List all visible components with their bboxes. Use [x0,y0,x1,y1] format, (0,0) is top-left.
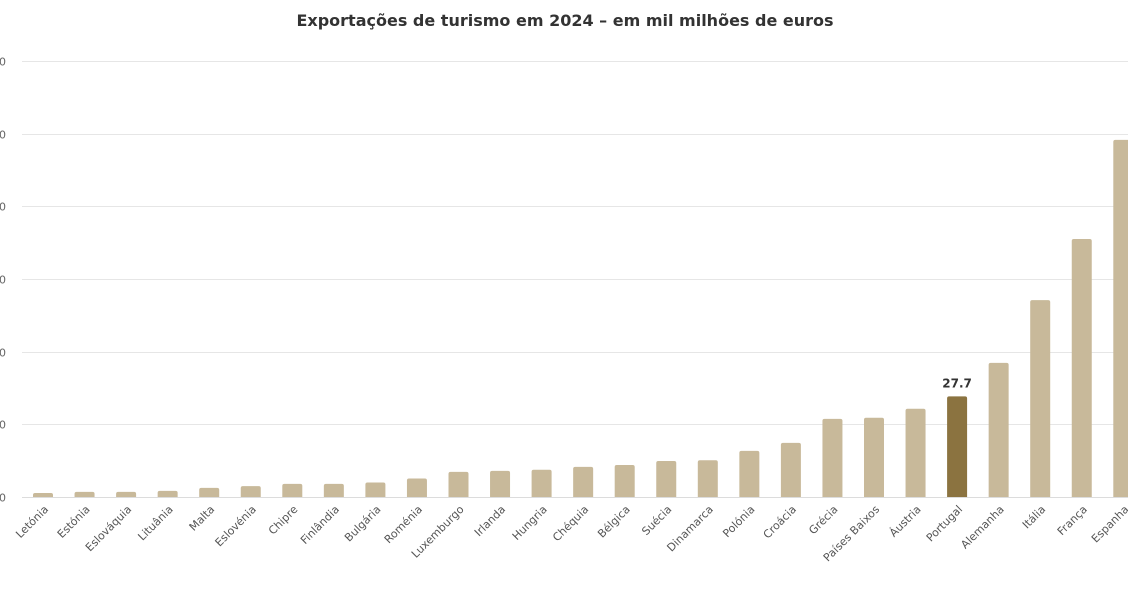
bar-frança[interactable] [1071,239,1092,498]
x-tick-label: Eslovénia [213,503,259,549]
x-tick-label: Alemanha [958,503,1006,551]
bar-malta[interactable] [199,487,220,497]
y-tick-label: 0 [0,492,6,505]
y-tick-label: 100 [0,129,6,142]
bar-grécia[interactable] [822,418,843,497]
bar-irlanda[interactable] [490,470,511,497]
x-tick-label: Portugal [924,503,965,544]
y-tick-label: 80 [0,201,6,214]
bar-suécia[interactable] [656,461,677,497]
bar-chipre[interactable] [282,483,303,497]
data-label: 27.7 [942,376,972,390]
x-tick-label: Chéquia [550,503,591,544]
x-tick-label: Áustria [887,503,924,540]
bar-croácia[interactable] [780,442,801,497]
bar-dinamarca[interactable] [697,460,718,497]
x-tick-label: Grécia [806,503,840,537]
gridlines [22,61,1128,498]
x-tick-label: Roménia [382,503,425,546]
y-tick-label: 120 [0,56,6,69]
x-tick-label: Bélgica [595,503,633,541]
y-tick-label: 20 [0,419,6,432]
bar-bélgica[interactable] [614,465,635,497]
bar-hungria[interactable] [531,469,552,497]
x-tick-label: Croácia [761,503,799,541]
bar-roménia[interactable] [406,478,427,497]
bar-eslováquia[interactable] [116,491,137,497]
bar-países-baixos[interactable] [864,417,884,497]
bar-finlândia[interactable] [323,483,344,497]
bar-polónia[interactable] [739,450,760,497]
x-tick-label: Chipre [266,503,301,538]
x-tick-label: Finlândia [298,503,342,547]
x-tick-label: França [1055,503,1090,538]
bar-luxemburgo[interactable] [448,471,469,497]
bar-alemanha[interactable] [988,362,1009,497]
x-tick-label: Letónia [13,503,51,541]
x-tick-label: Malta [187,503,218,534]
bar-áustria[interactable] [905,408,926,497]
bar-espanha[interactable] [1113,139,1128,497]
x-tick-label: Espanha [1089,503,1128,545]
x-tick-label: Polónia [720,503,757,540]
data-labels: 27.7 [942,376,972,390]
x-tick-label: Estónia [55,503,93,541]
bar-chéquia[interactable] [573,466,594,497]
y-tick-label: 40 [0,347,6,360]
bar-itália[interactable] [1030,300,1051,497]
bar-portugal[interactable] [947,396,968,497]
y-axis-ticks: 0 20 40 60 80 100 120 [0,56,6,505]
x-tick-label: Hungria [510,503,550,543]
x-tick-label: Suécia [639,503,674,538]
bar-lituânia[interactable] [157,490,178,497]
x-tick-label: Bulgária [342,503,383,544]
bar-bulgária[interactable] [365,482,386,497]
bar-estónia[interactable] [74,491,95,497]
y-tick-label: 60 [0,274,6,287]
chart-title: Exportações de turismo em 2024 – em mil … [296,11,833,30]
bar-letónia[interactable] [33,493,53,497]
bars [33,139,1128,498]
x-tick-label: Lituânia [135,503,175,543]
x-tick-label: Irlanda [472,503,508,539]
bar-eslovénia[interactable] [240,486,261,497]
x-tick-label: Itália [1020,503,1048,531]
